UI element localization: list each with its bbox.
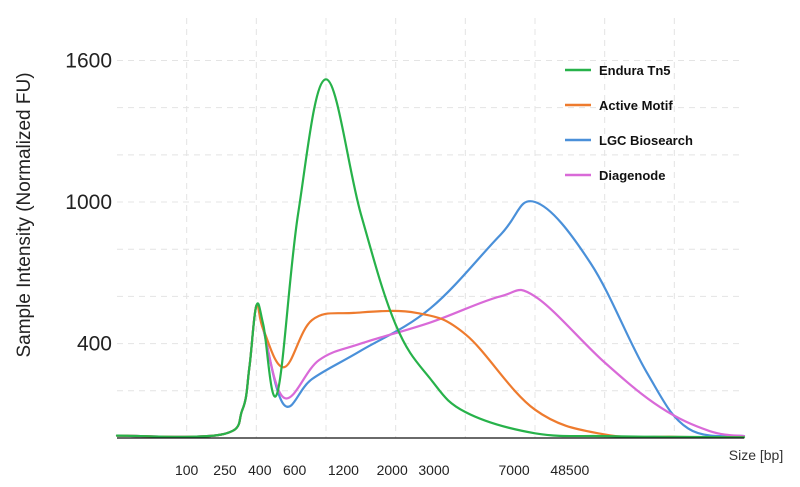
x-axis-title: Size [bp]	[729, 447, 783, 463]
series-line-active-motif	[115, 303, 746, 439]
y-tick-label: 1600	[65, 49, 112, 72]
legend-label: Endura Tn5	[599, 63, 671, 78]
legend: Endura Tn5 Active Motif LGC Biosearch Diage…	[565, 63, 693, 183]
y-tick-label: 400	[77, 333, 112, 356]
grid	[117, 18, 744, 438]
series-line-diagenode	[115, 288, 746, 438]
x-tick-label: 2000	[377, 462, 408, 478]
legend-label: Diagenode	[599, 168, 665, 183]
x-tick-label: 3000	[418, 462, 449, 478]
x-tick-label: 600	[283, 462, 307, 478]
x-tick-label: 7000	[499, 462, 530, 478]
series-line-endura-tn5	[115, 78, 746, 439]
x-tick-label: 250	[213, 462, 237, 478]
x-tick-label: 100	[175, 462, 199, 478]
x-tick-label: 48500	[550, 462, 589, 478]
x-tick-label: 1200	[328, 462, 359, 478]
legend-label: Active Motif	[599, 98, 673, 113]
series-line-lgc-biosearch	[115, 200, 746, 438]
y-tick-label: 1000	[65, 191, 112, 214]
y-tick-labels: 400 1000 1600	[65, 49, 112, 355]
x-tick-label: 400	[248, 462, 272, 478]
legend-label: LGC Biosearch	[599, 133, 693, 148]
y-axis-title: Sample Intensity (Normalized FU)	[14, 72, 35, 357]
x-tick-labels: 100 250 400 600 1200 2000 3000 7000 48500	[175, 462, 590, 478]
series-layer	[115, 78, 746, 439]
